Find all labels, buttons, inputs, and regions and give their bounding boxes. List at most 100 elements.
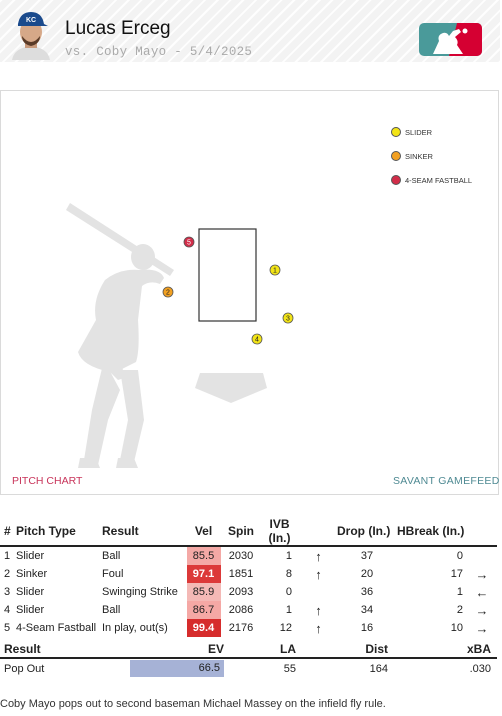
pitch-number: 4	[4, 604, 11, 616]
pitch-marker-3[interactable]: 3	[282, 312, 294, 324]
drop-value: 37	[360, 550, 374, 562]
vel-cell: 99.4	[184, 619, 223, 637]
pitch-marker-label: 2	[166, 290, 170, 297]
spin-rate: 2030	[228, 550, 254, 562]
pitch-marker-label: 3	[286, 316, 290, 323]
drop-value: 16	[360, 622, 374, 634]
legend-swatch	[391, 175, 401, 185]
spin-rate: 2093	[228, 586, 254, 598]
drop-value: 36	[360, 586, 374, 598]
drop-value: 34	[360, 604, 374, 616]
legend-swatch	[391, 127, 401, 137]
table-row: 5 4-Seam Fastball In play, out(s) 99.4 2…	[0, 619, 497, 637]
hbreak-value: 0	[456, 550, 463, 562]
col-header-result: Result	[102, 517, 184, 547]
pitch-marker-4[interactable]: 4	[251, 333, 263, 345]
hbreak-arrow-icon: →	[475, 602, 489, 618]
table-row: 3 Slider Swinging Strike 85.9 2093 0 36 …	[0, 583, 497, 601]
spin-rate: 2086	[228, 604, 254, 616]
table-row: 4 Slider Ball 86.7 2086 1 ↑ 34 2 →	[0, 601, 497, 619]
matchup-info: vs. Coby Mayo - 5/4/2025	[65, 45, 253, 59]
hbreak-value: 1	[456, 586, 463, 598]
home-plate	[195, 373, 267, 403]
hbreak-value: 10	[450, 622, 463, 634]
pitch-marker-1[interactable]: 1	[269, 264, 281, 276]
pitch-marker-2[interactable]: 2	[162, 286, 174, 298]
header: KC Lucas Erceg vs. Coby Mayo - 5/4/2025	[0, 0, 500, 62]
batter-silhouette	[66, 203, 174, 468]
legend-item-sinker: SINKER	[391, 151, 433, 161]
vel-cell: 85.5	[184, 546, 223, 565]
ivb-arrow-icon: ↑	[315, 602, 322, 618]
ivb-value: 8	[285, 568, 292, 580]
result-value: Pop Out	[4, 662, 45, 675]
mlb-logo-icon	[419, 23, 482, 56]
pitch-table-header: # Pitch Type Result Vel Spin IVB (In.) D…	[0, 517, 497, 547]
col-header-drop: Drop (In.)	[337, 517, 397, 547]
legend-label: SLIDER	[405, 127, 433, 137]
pitch-result: Ball	[102, 550, 121, 562]
player-headshot-icon: KC	[12, 12, 50, 60]
pitch-type: Sinker	[16, 568, 48, 580]
pitch-type: 4-Seam Fastball	[16, 622, 97, 634]
vel-cell: 86.7	[184, 601, 223, 619]
vel-cell: 85.9	[184, 583, 223, 601]
pitch-type: Slider	[16, 604, 45, 616]
vel-cell: 97.1	[184, 565, 223, 583]
pitch-marker-label: 4	[255, 337, 259, 344]
col-header-hbreak: HBreak (In.)	[397, 517, 467, 547]
pitch-result: Foul	[102, 568, 124, 580]
ivb-arrow-icon: ↑	[315, 548, 322, 564]
legend-label: 4-SEAM FASTBALL	[405, 175, 473, 185]
ivb-arrow-icon: ↑	[315, 566, 322, 582]
pitch-result: Swinging Strike	[102, 586, 178, 598]
velocity-value: 85.5	[186, 547, 221, 565]
hbreak-arrow-icon: →	[475, 620, 489, 636]
hbreak-arrow-icon: →	[475, 566, 489, 582]
pitch-number: 3	[4, 586, 11, 598]
pitch-number: 5	[4, 622, 11, 634]
result-table: Result EV LA Dist xBA Pop Out 66.5 55 16…	[0, 641, 497, 678]
table-row: 1 Slider Ball 85.5 2030 1 ↑ 37 0	[0, 546, 497, 565]
velocity-value: 85.9	[186, 583, 221, 601]
result-table-header: Result EV LA Dist xBA	[0, 641, 497, 659]
col-header-hbreak-arrow	[467, 517, 497, 547]
pitch-chart-panel	[0, 90, 499, 495]
col-header-la: LA	[228, 641, 318, 659]
exit-velocity-value: 66.5	[130, 660, 224, 677]
hbreak-value: 17	[450, 568, 463, 580]
drop-value: 20	[360, 568, 374, 580]
savant-gamefeed-link[interactable]: SAVANT GAMEFEED	[393, 475, 500, 487]
col-header-dist: Dist	[318, 641, 398, 659]
col-header-xba: xBA	[398, 641, 497, 659]
pitch-result: In play, out(s)	[102, 622, 168, 634]
col-header-ivb-arrow	[300, 517, 337, 547]
col-header-result: Result	[0, 641, 130, 659]
col-header-vel: Vel	[184, 517, 223, 547]
col-header-pitch-type: Pitch Type	[16, 517, 102, 547]
col-header-ev: EV	[130, 641, 228, 659]
pitch-marker-5[interactable]: 5	[183, 236, 195, 248]
legend-item-slider: SLIDER	[391, 127, 432, 137]
col-header-number: #	[0, 517, 16, 547]
distance-value: 164	[369, 662, 388, 675]
legend-swatch	[391, 151, 401, 161]
pitch-number: 2	[4, 568, 11, 580]
velocity-value: 86.7	[186, 601, 221, 619]
col-header-spin: Spin	[223, 517, 259, 547]
table-row: Pop Out 66.5 55 164 .030	[0, 658, 497, 678]
col-header-ivb: IVB (In.)	[259, 517, 300, 547]
pitch-chart-link[interactable]: PITCH CHART	[12, 475, 83, 487]
spin-rate: 1851	[228, 568, 254, 580]
pitch-result: Ball	[102, 604, 121, 616]
player-name: Lucas Erceg	[65, 18, 171, 39]
pitch-table: # Pitch Type Result Vel Spin IVB (In.) D…	[0, 517, 497, 637]
play-description: Coby Mayo pops out to second baseman Mic…	[0, 698, 386, 710]
pitch-chart: 1 2 3 4 5	[66, 203, 294, 468]
pitch-marker-label: 5	[187, 240, 191, 247]
ivb-value: 1	[285, 550, 292, 562]
legend-item-4-seam-fastball: 4-SEAM FASTBALL	[391, 175, 472, 185]
launch-angle-value: 55	[283, 662, 296, 675]
ivb-arrow-icon	[300, 583, 337, 601]
pitch-marker-label: 1	[273, 268, 277, 275]
